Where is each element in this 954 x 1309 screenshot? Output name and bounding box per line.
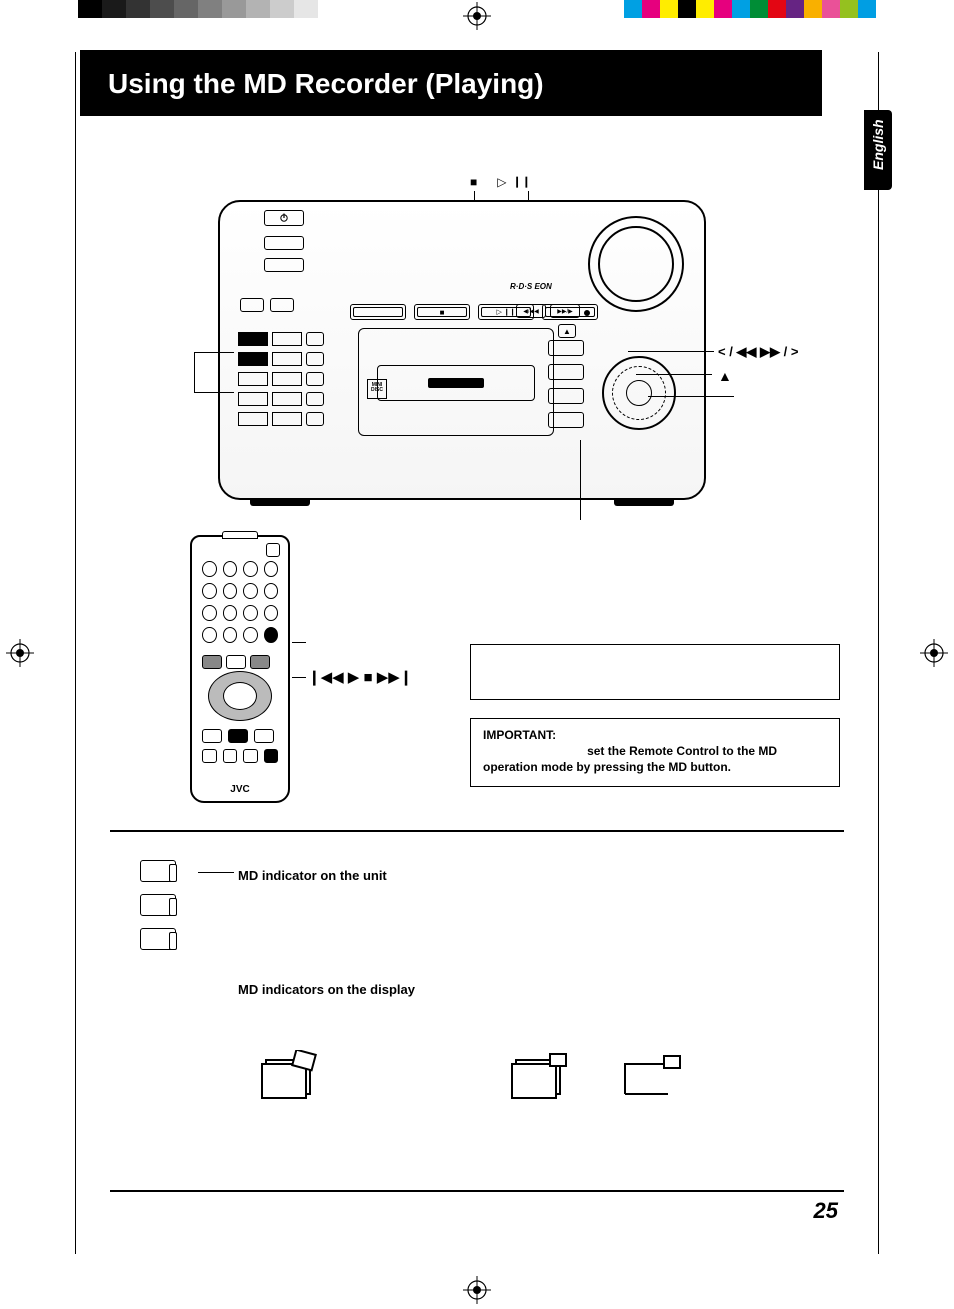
disc-out-icon bbox=[510, 1050, 580, 1100]
rds-label: R·D·S EON bbox=[510, 282, 552, 291]
remote-lower-buttons bbox=[202, 729, 278, 769]
disc-in-icon bbox=[260, 1050, 330, 1100]
callout-line bbox=[194, 392, 234, 393]
md-indicator-bank bbox=[238, 332, 324, 432]
callout-line bbox=[194, 352, 195, 392]
language-tab: English bbox=[864, 110, 892, 190]
page-title: Using the MD Recorder (Playing) bbox=[80, 50, 822, 116]
disc-state-icons bbox=[260, 1050, 690, 1100]
callout-line bbox=[194, 352, 234, 353]
unit-button bbox=[264, 236, 304, 250]
remote-number-pad bbox=[202, 561, 278, 649]
pause-icon: ❙❙ bbox=[512, 175, 530, 189]
eject-button: ▲ bbox=[558, 324, 576, 338]
registration-mark-icon bbox=[920, 639, 948, 667]
md-indicator-diagram bbox=[140, 860, 182, 962]
registration-mark-icon bbox=[463, 2, 491, 30]
disc-empty-icon bbox=[620, 1050, 690, 1100]
remote-dpad bbox=[208, 671, 272, 721]
disc-tray bbox=[377, 365, 535, 401]
remote-playback-symbols: ❙◀◀ ▶ ■ ▶▶❙ bbox=[308, 668, 412, 686]
stop-icon: ■ bbox=[470, 175, 477, 189]
skip-eject-buttons: ◀/◀◀ ▶▶/▶ bbox=[516, 304, 580, 318]
indicator-dot bbox=[584, 310, 590, 316]
right-button-column bbox=[548, 340, 584, 436]
callout-line bbox=[292, 642, 306, 643]
play-icon: ▷ bbox=[497, 175, 506, 189]
callout-line bbox=[198, 872, 234, 873]
registration-mark-icon bbox=[6, 639, 34, 667]
stop-button: ■ bbox=[414, 304, 470, 320]
registration-mark-icon bbox=[463, 1276, 491, 1304]
grayscale-bar bbox=[78, 0, 342, 18]
important-body: set the Remote Control to the MD operati… bbox=[483, 744, 777, 774]
callout-line bbox=[580, 440, 581, 520]
color-bar bbox=[624, 0, 876, 18]
callout-line bbox=[636, 374, 712, 375]
crop-guide bbox=[878, 52, 879, 1254]
callout-line bbox=[628, 351, 714, 352]
note-box bbox=[470, 644, 840, 700]
remote-mode-row bbox=[202, 655, 278, 669]
callout-line bbox=[648, 396, 734, 397]
important-box: IMPORTANT: XXXXXXXXXXXXXset the Remote C… bbox=[470, 718, 840, 787]
unit-foot bbox=[614, 498, 674, 506]
md-slot: MINIDISC bbox=[358, 328, 554, 436]
skip-buttons-label: < / ◀◀ ▶▶ / > bbox=[718, 344, 798, 360]
power-button-icon bbox=[264, 210, 304, 226]
transport-symbols-label: ■ ▷ ❙❙ bbox=[470, 175, 531, 189]
remote-power-icon bbox=[266, 543, 280, 557]
unit-button bbox=[350, 304, 406, 320]
jog-dial bbox=[602, 356, 676, 430]
section-rule bbox=[110, 1190, 844, 1192]
eject-button-label: ▲ bbox=[718, 368, 732, 384]
remote-control-illustration: JVC bbox=[190, 535, 290, 803]
important-heading: IMPORTANT: bbox=[483, 728, 556, 742]
unit-foot bbox=[250, 498, 310, 506]
unit-small-buttons bbox=[240, 298, 294, 312]
md-unit-illustration: ■ ▷ ❙❙ ◀/◀◀ ▶▶/▶ ▲ R·D·S EON MINIDISC bbox=[218, 200, 706, 500]
ir-emitter-icon bbox=[222, 531, 258, 539]
callout-line bbox=[292, 677, 306, 678]
indicator-display-label: MD indicators on the display bbox=[238, 982, 415, 997]
indicator-unit-label: MD indicator on the unit bbox=[238, 868, 387, 883]
section-rule bbox=[110, 830, 844, 832]
unit-button bbox=[264, 258, 304, 272]
remote-brand-label: JVC bbox=[192, 784, 288, 795]
tuning-dial bbox=[588, 216, 684, 312]
page-number: 25 bbox=[814, 1198, 838, 1224]
crop-guide bbox=[75, 52, 76, 1254]
